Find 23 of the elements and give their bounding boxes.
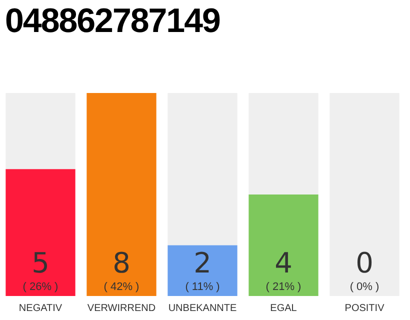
data-label: 4 <box>274 246 292 280</box>
x-tick-label: EGAL <box>270 302 298 314</box>
x-tick-label: VERWIRREND <box>87 302 156 314</box>
data-label: 5 <box>32 246 50 280</box>
annotation: ( 0% ) <box>350 281 380 294</box>
bar <box>248 194 318 296</box>
annotation: 0 <box>356 246 374 280</box>
bar <box>6 93 76 170</box>
bar <box>86 93 156 296</box>
chart-title: 048862787149 <box>5 2 220 41</box>
annotation: ( 42% ) <box>104 281 140 294</box>
annotation: ( 21% ) <box>266 281 302 294</box>
x-tick-label: NEGATIV <box>18 302 62 314</box>
bar <box>168 245 238 296</box>
annotation: ( 11% ) <box>185 281 220 294</box>
annotation: ( 26% ) <box>22 281 58 294</box>
data-label: 8 <box>112 246 130 280</box>
bar <box>248 93 318 194</box>
bar <box>168 93 238 246</box>
bar <box>6 169 76 296</box>
x-tick-label: UNBEKANNTE <box>168 302 237 314</box>
data-label: 2 <box>194 246 212 280</box>
x-tick-label: POSITIV <box>344 302 385 314</box>
